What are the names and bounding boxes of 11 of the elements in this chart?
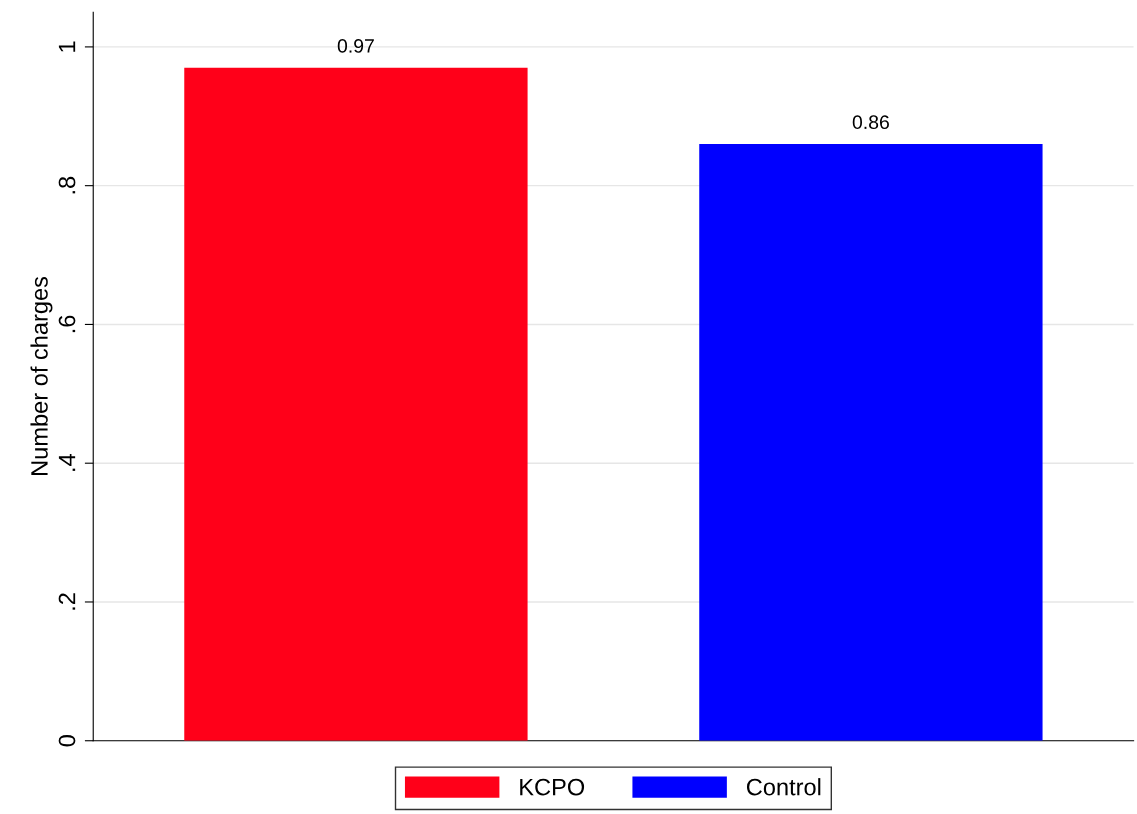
- y-axis-title: Number of charges: [30, 276, 53, 475]
- data-label: 0.86: [852, 115, 889, 130]
- y-tick-label: .6: [58, 315, 76, 333]
- legend-label: Control: [746, 778, 821, 796]
- y-tick-label: 0: [58, 735, 76, 747]
- y-tick-label: .2: [58, 593, 76, 610]
- y-tick-label: 1: [58, 41, 76, 52]
- y-tick-label: .8: [58, 176, 76, 194]
- data-label: 0.97: [337, 38, 374, 53]
- y-tick-label: .4: [58, 454, 76, 471]
- legend-label: KCPO: [520, 778, 585, 796]
